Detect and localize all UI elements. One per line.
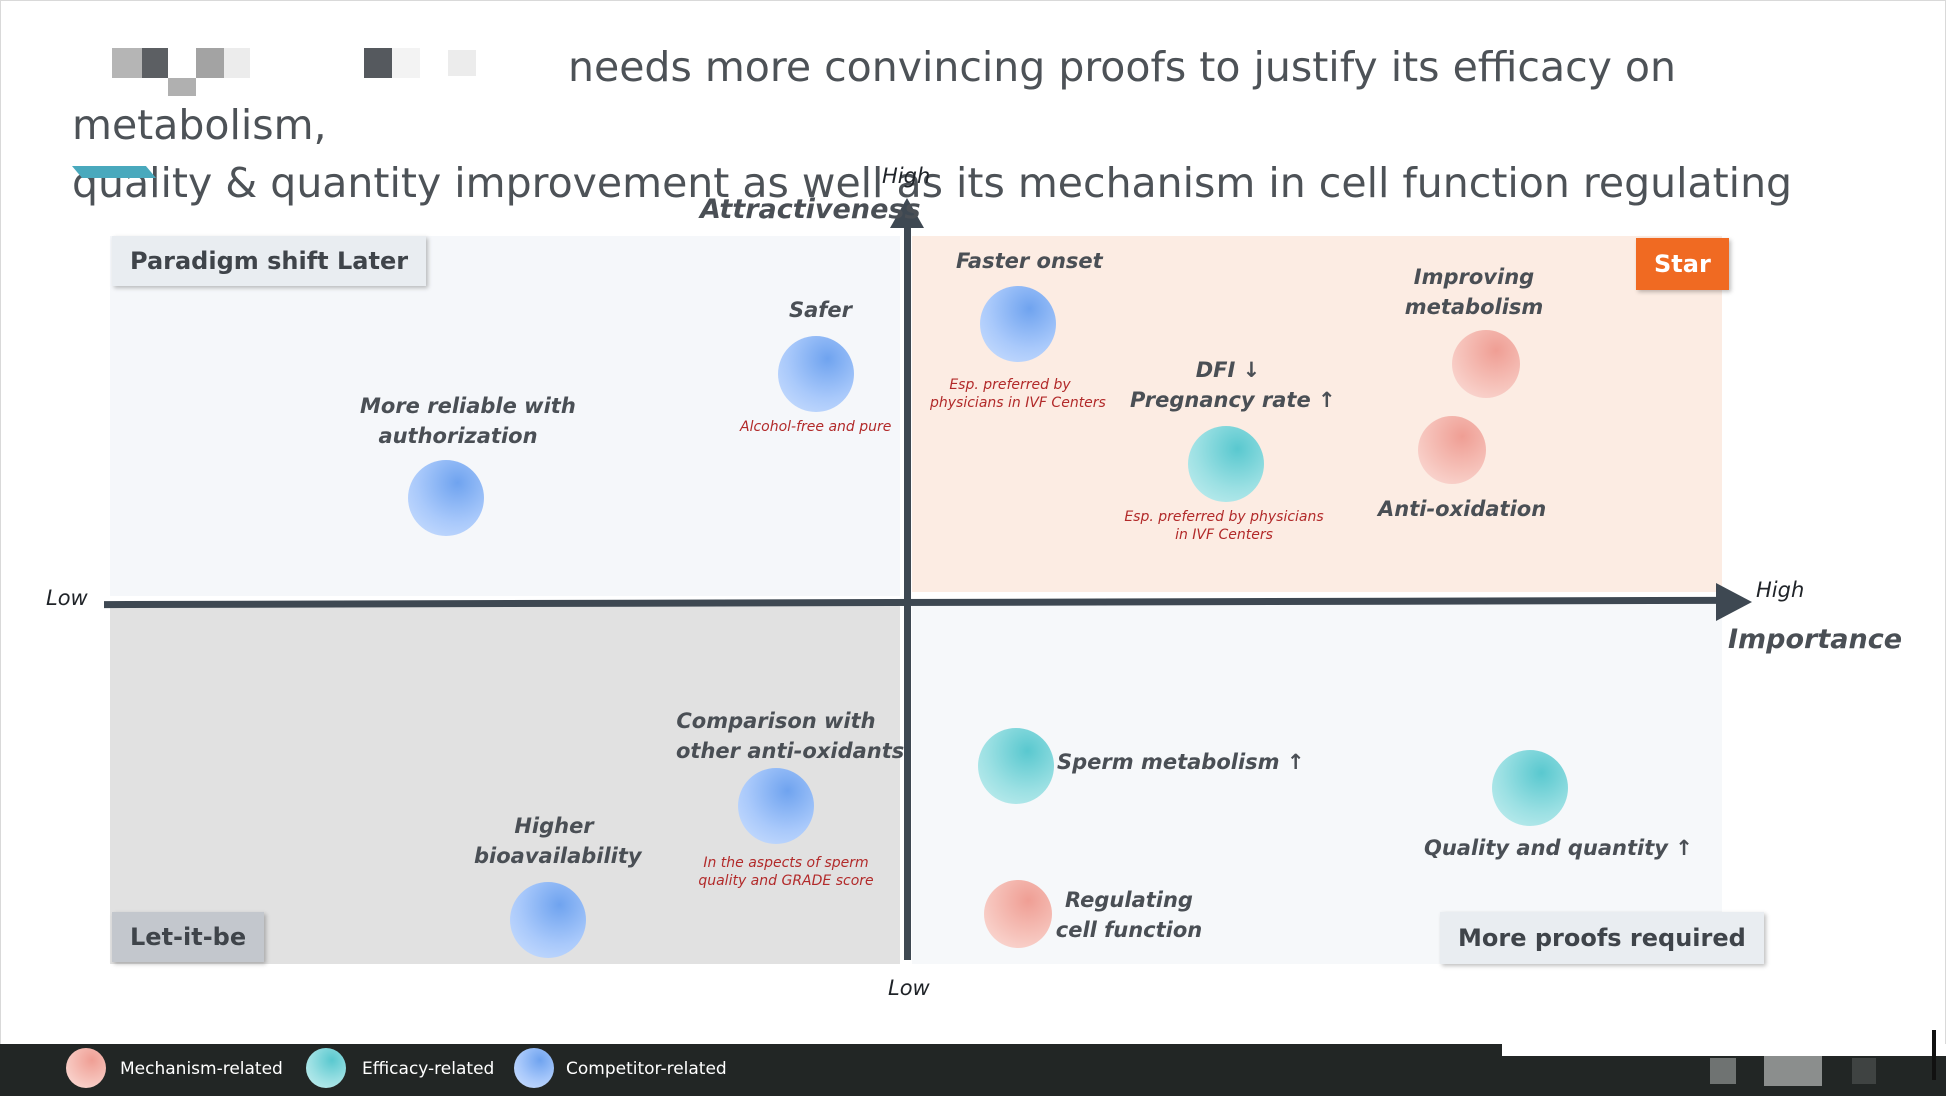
title-line-2: quality & quantity improvement as well a… — [72, 159, 1793, 207]
bubble-regulating-cell-function — [984, 880, 1052, 948]
bubble-anti-oxidation — [1418, 416, 1486, 484]
bubble-sperm-metabolism — [978, 728, 1054, 804]
up-arrow-icon: ↑ — [1318, 388, 1336, 412]
x-axis-low-label: Low — [46, 586, 88, 610]
y-axis-high-label: High — [882, 164, 931, 188]
redacted-footer-block — [1932, 1030, 1936, 1080]
redacted-logo-block — [196, 48, 224, 78]
y-axis-arrowhead — [890, 198, 924, 228]
title-line-1: needs more convincing proofs to justify … — [72, 43, 1677, 149]
item-label-higher-bioavailability: Higher bioavailability — [474, 811, 642, 871]
item-label-regulating-line1: Regulating — [1065, 888, 1193, 912]
item-label-improving-line2: metabolism — [1404, 295, 1544, 319]
legend-mechanism-dot — [66, 1048, 106, 1088]
bubble-faster-onset — [980, 286, 1056, 362]
item-label-regulating-line2: cell function — [1055, 918, 1203, 942]
note-faster-onset-line2: physicians in IVF Centers — [930, 395, 1106, 411]
legend-mechanism-label: Mechanism-related — [120, 1059, 283, 1079]
redacted-footer-block — [1764, 1056, 1822, 1086]
legend-competitor-label: Competitor-related — [566, 1059, 727, 1079]
y-axis-low-label: Low — [888, 976, 930, 1000]
redacted-logo-block — [142, 48, 168, 78]
bubble-dfi-pregnancy — [1188, 426, 1264, 502]
item-label-safer: Safer — [789, 298, 853, 322]
note-faster-onset-line1: Esp. preferred by — [949, 377, 1071, 393]
quadrant-top-right — [912, 236, 1722, 592]
note-faster-onset: Esp. preferred by physicians in IVF Cent… — [930, 376, 1106, 412]
note-dfi-line2: in IVF Centers — [1175, 527, 1273, 543]
bubble-comparison — [738, 768, 814, 844]
item-label-sperm-metabolism: Sperm metabolism ↑ — [1057, 747, 1304, 777]
footer-notch — [1502, 1044, 1946, 1056]
item-label-pregnancy-rate: Pregnancy rate — [1130, 388, 1311, 412]
note-safer: Alcohol-free and pure — [740, 419, 892, 435]
title-accent-bar — [72, 166, 156, 178]
item-label-improving-line1: Improving — [1413, 265, 1535, 289]
x-axis-high-label: High — [1756, 578, 1805, 602]
item-label-more-reliable-line1: More reliable with — [360, 394, 576, 418]
redacted-footer-block — [1710, 1058, 1736, 1084]
item-label-regulating-cell-function: Regulating cell function — [1052, 885, 1206, 945]
item-label-quality-quantity: Quality and quantity ↑ — [1424, 833, 1693, 863]
item-label-improving-metabolism: Improving metabolism — [1380, 262, 1568, 322]
bubble-improving-metabolism — [1452, 330, 1520, 398]
item-label-comparison-line1: Comparison with — [676, 709, 876, 733]
redacted-logo-block — [224, 48, 250, 78]
up-arrow-icon: ↑ — [1675, 836, 1693, 860]
item-label-faster-onset: Faster onset — [956, 249, 1103, 273]
slide-title: needs more convincing proofs to justify … — [72, 38, 1872, 212]
legend-efficacy-label: Efficacy-related — [362, 1059, 495, 1079]
item-label-sperm-metabolism-text: Sperm metabolism — [1057, 750, 1280, 774]
note-comparison: In the aspects of sperm quality and GRAD… — [686, 854, 886, 890]
x-axis-arrowhead — [1716, 583, 1752, 621]
redacted-logo-block — [112, 48, 142, 78]
quadrant-top-left — [110, 236, 900, 596]
item-label-comparison-line2: other anti-oxidants — [676, 739, 905, 763]
bubble-more-reliable — [408, 460, 484, 536]
quadrant-label-let-it-be: Let-it-be — [112, 912, 265, 962]
y-axis-title: Attractiveness — [700, 194, 921, 225]
quadrant-label-paradigm-shift-later: Paradigm shift Later — [112, 236, 427, 286]
item-label-dfi-pregnancy: DFI ↓ Pregnancy rate ↑ — [1130, 355, 1336, 415]
legend-efficacy-dot — [306, 1048, 346, 1088]
note-comparison-line2: quality and GRADE score — [698, 873, 874, 889]
redacted-footer-block — [1852, 1058, 1876, 1084]
item-label-comparison: Comparison with other anti-oxidants — [676, 706, 904, 766]
redacted-logo-block — [364, 48, 392, 78]
item-label-higher-line2: bioavailability — [474, 844, 642, 868]
item-label-more-reliable: More reliable with authorization — [360, 391, 576, 451]
x-axis-title: Importance — [1728, 624, 1903, 655]
y-axis-line — [904, 220, 911, 960]
note-comparison-line1: In the aspects of sperm — [703, 855, 869, 871]
note-dfi-pregnancy: Esp. preferred by physicians in IVF Cent… — [1124, 508, 1324, 544]
quadrant-label-more-proofs-required: More proofs required — [1440, 912, 1764, 964]
item-label-dfi: DFI — [1195, 358, 1236, 382]
note-dfi-line1: Esp. preferred by physicians — [1124, 509, 1324, 525]
redacted-logo-block — [392, 48, 420, 78]
bubble-quality-quantity — [1492, 750, 1568, 826]
quadrant-label-star: Star — [1636, 238, 1729, 290]
redacted-logo-block — [168, 78, 196, 96]
down-arrow-icon: ↓ — [1242, 358, 1261, 382]
redacted-logo-block — [448, 50, 476, 76]
item-label-more-reliable-line2: authorization — [378, 424, 538, 448]
bubble-higher-bioavailability — [510, 882, 586, 958]
legend-competitor-dot — [514, 1048, 554, 1088]
up-arrow-icon: ↑ — [1286, 750, 1305, 774]
bubble-safer — [778, 336, 854, 412]
item-label-anti-oxidation: Anti-oxidation — [1378, 497, 1547, 521]
item-label-higher-line1: Higher — [514, 814, 594, 838]
item-label-quality-quantity-text: Quality and quantity — [1424, 836, 1668, 860]
